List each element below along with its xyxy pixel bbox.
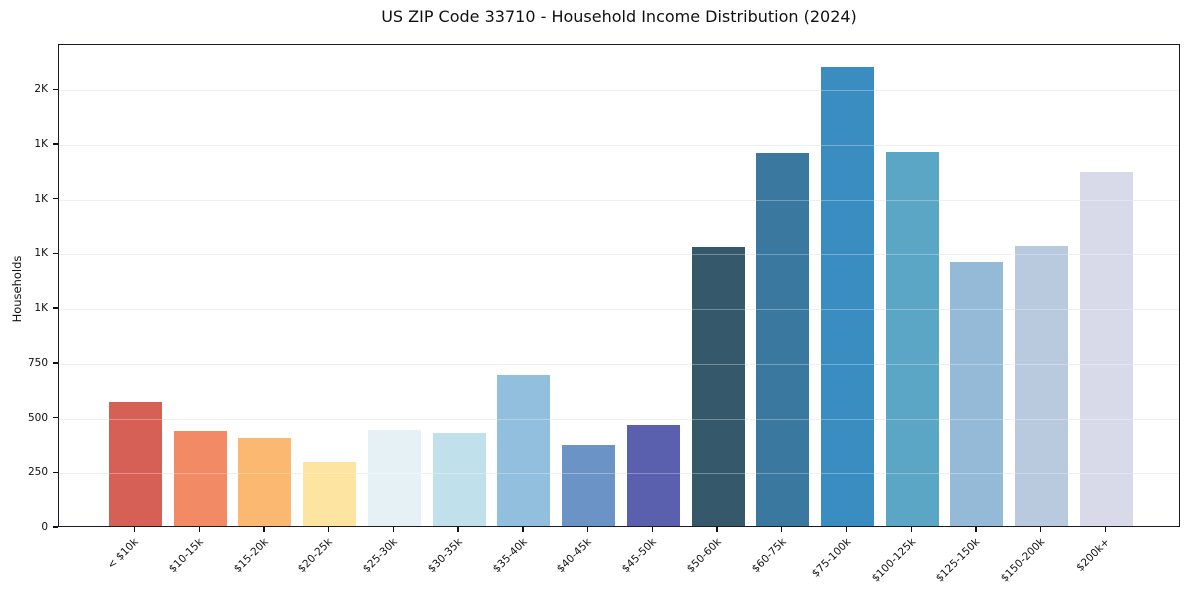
x-tick-mark: [522, 527, 524, 532]
y-tick-mark: [53, 471, 58, 473]
y-tick-mark: [53, 307, 58, 309]
y-tick-mark: [53, 526, 58, 528]
x-tick-label: $20-25k: [296, 536, 336, 576]
gridline-overlay: [59, 254, 1179, 256]
x-tick-mark: [198, 527, 200, 532]
x-tick-mark: [1040, 527, 1042, 532]
bar-$20-25k: [303, 462, 357, 526]
x-tick-label: $15-20k: [231, 536, 271, 576]
gridline: [59, 418, 1179, 420]
bar-$30-35k: [432, 433, 486, 526]
gridline: [59, 90, 1179, 92]
gridline-overlay: [59, 363, 1179, 365]
bar-$15-20k: [238, 438, 292, 526]
x-tick-label: $100-125k: [869, 536, 918, 585]
x-tick-label: $45-50k: [619, 536, 659, 576]
x-tick-label: $40-45k: [555, 536, 595, 576]
bar-$150-200k: [1015, 245, 1069, 526]
y-tick-mark: [53, 198, 58, 200]
gridline: [59, 145, 1179, 146]
bar-$100-125k: [885, 151, 939, 526]
x-tick-label: < $10k: [105, 536, 141, 572]
gridline: [59, 199, 1179, 201]
y-tick-label: 0: [41, 521, 48, 533]
bar-$10-15k: [173, 431, 227, 526]
x-tick-mark: [651, 527, 654, 532]
bar-$50-60k: [691, 246, 745, 526]
bar-< $10k: [109, 402, 162, 526]
chart-title: US ZIP Code 33710 - Household Income Dis…: [381, 7, 857, 26]
x-tick-label: $125-150k: [933, 536, 983, 585]
x-tick-mark: [586, 527, 589, 532]
x-tick-mark: [845, 527, 848, 532]
bar-$75-100k: [821, 66, 875, 526]
bar-$125-150k: [950, 262, 1004, 526]
x-tick-mark: [263, 527, 265, 532]
bar-$35-40k: [497, 375, 551, 526]
x-tick-label: $10-15k: [166, 536, 206, 576]
y-tick-mark: [53, 416, 58, 419]
x-tick-mark: [781, 527, 783, 532]
bar-$60-75k: [756, 153, 810, 526]
gridline-overlay: [59, 145, 1179, 146]
y-tick-label: 1K: [34, 138, 48, 150]
y-tick-label: 250: [27, 466, 48, 479]
x-tick-label: $25-30k: [360, 536, 400, 576]
x-tick-mark: [133, 527, 136, 532]
bar-$200k+: [1079, 171, 1133, 526]
x-tick-label: $30-35k: [425, 536, 465, 576]
x-tick-mark: [975, 527, 977, 532]
gridline-overlay: [59, 473, 1179, 475]
x-tick-mark: [716, 527, 718, 532]
gridline-overlay: [59, 418, 1179, 420]
x-tick-label: $35-40k: [490, 536, 530, 576]
x-tick-mark: [910, 527, 912, 532]
x-tick-label: $50-60k: [684, 536, 724, 576]
bar-$45-50k: [626, 425, 680, 526]
gridline-overlay: [59, 309, 1179, 311]
x-tick-label: $75-100k: [809, 536, 854, 580]
y-tick-mark: [53, 252, 58, 255]
gridline-overlay: [59, 90, 1179, 92]
y-tick-mark: [53, 362, 58, 364]
x-tick-label: $200k+: [1074, 536, 1112, 574]
x-tick-label: $150-200k: [998, 536, 1048, 585]
y-tick-label: 750: [27, 356, 48, 369]
y-tick-mark: [53, 143, 58, 145]
plot-area: [58, 44, 1180, 527]
gridline-overlay: [59, 199, 1179, 201]
gridline: [59, 363, 1179, 365]
bar-$25-30k: [367, 429, 421, 526]
x-tick-mark: [457, 527, 459, 532]
gridline: [59, 309, 1179, 311]
y-tick-label: 1K: [34, 247, 48, 260]
x-tick-mark: [327, 527, 330, 532]
gridline: [59, 254, 1179, 256]
y-tick-label: 500: [27, 411, 48, 424]
bar-$40-45k: [562, 445, 616, 526]
y-tick-mark: [53, 88, 58, 90]
x-tick-mark: [392, 527, 395, 532]
x-tick-label: $60-75k: [749, 536, 789, 576]
y-tick-label: 2K: [34, 83, 48, 96]
y-tick-label: 1K: [34, 302, 48, 315]
x-tick-mark: [1104, 527, 1107, 532]
y-tick-label: 1K: [34, 192, 48, 205]
gridline: [59, 473, 1179, 475]
